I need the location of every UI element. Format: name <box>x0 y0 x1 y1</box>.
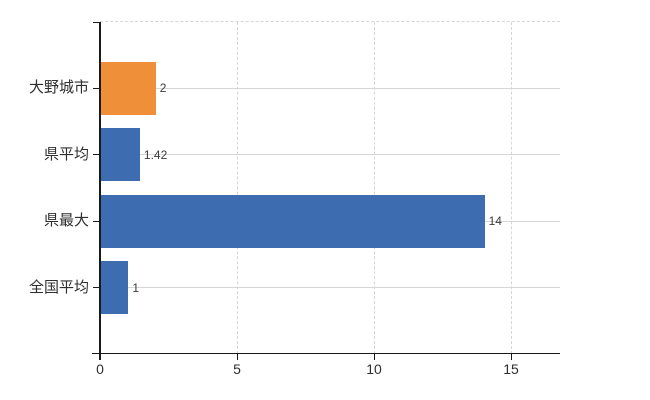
plot-top-border <box>100 21 560 22</box>
grid-hline <box>100 154 560 156</box>
x-tick-label: 0 <box>96 361 104 377</box>
y-tick <box>93 287 100 289</box>
grid-hline <box>100 87 560 89</box>
grid-vline <box>373 22 375 354</box>
x-tick <box>510 354 512 360</box>
x-axis-line <box>92 352 560 354</box>
y-tick <box>93 154 100 156</box>
x-tick-label: 5 <box>233 361 241 377</box>
y-axis-label: 県平均 <box>43 145 89 163</box>
x-tick <box>236 354 238 360</box>
y-tick <box>93 220 100 222</box>
y-tick <box>93 87 100 89</box>
y-axis-line <box>99 22 101 360</box>
bar <box>101 261 129 315</box>
bar-value-label: 2 <box>159 81 167 96</box>
bar <box>101 194 485 248</box>
grid-vline <box>510 22 512 354</box>
bar-value-label: 14 <box>488 214 502 229</box>
grid-hline <box>100 287 560 289</box>
grid-vline <box>236 22 238 354</box>
x-tick-label: 10 <box>366 361 382 377</box>
x-tick <box>373 354 375 360</box>
y-axis-top-tick <box>93 21 100 23</box>
bar <box>101 61 156 115</box>
bar-value-label: 1.42 <box>143 147 168 162</box>
y-axis-label: 全国平均 <box>28 278 89 296</box>
y-axis-label: 大野城市 <box>28 79 89 97</box>
bar <box>101 128 140 182</box>
y-axis-label: 県最大 <box>43 212 89 230</box>
x-tick-label: 15 <box>503 361 519 377</box>
bar-value-label: 1 <box>132 280 140 295</box>
